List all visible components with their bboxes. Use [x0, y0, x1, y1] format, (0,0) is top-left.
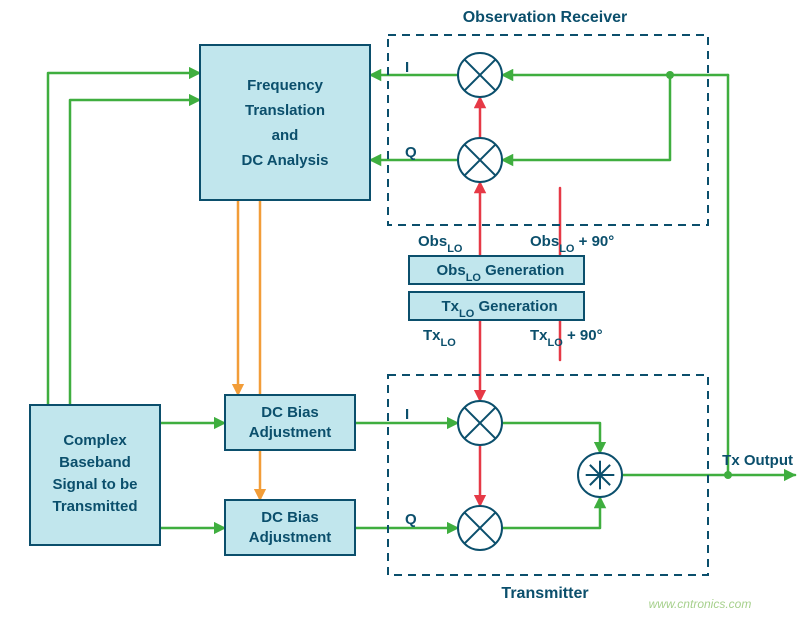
txlo-label: TxLO — [423, 327, 456, 349]
dcq-l1: DC Bias — [261, 509, 319, 526]
tx-output-label: Tx Output — [722, 452, 793, 469]
box-source — [30, 405, 160, 545]
tx-title: Transmitter — [501, 585, 588, 602]
src-l2: Baseband — [59, 454, 131, 471]
freq-l1: Frequency — [247, 77, 324, 94]
watermark: www.cntronics.com — [649, 597, 752, 611]
freq-l2: Translation — [245, 102, 325, 119]
src-l4: Transmitted — [52, 498, 137, 515]
dashed-obs_rx — [388, 35, 708, 225]
tx-q-label: Q — [405, 511, 417, 528]
g-feedback-q — [502, 75, 670, 160]
obs-i-label: I — [405, 59, 409, 76]
obslo90-label: ObsLO + 90° — [530, 233, 614, 255]
dot-obsfeed — [666, 71, 674, 79]
g-mixq-add — [502, 497, 600, 528]
src-l1: Complex — [63, 432, 127, 449]
freq-l3: and — [272, 127, 299, 144]
src-l3: Signal to be — [52, 476, 137, 493]
dci-l1: DC Bias — [261, 404, 319, 421]
freq-l4: DC Analysis — [242, 152, 329, 169]
tx-i-label: I — [405, 406, 409, 423]
obslo-label: ObsLO — [418, 233, 463, 255]
obs-title: Observation Receiver — [463, 9, 628, 26]
g-src-freq-2 — [70, 100, 200, 405]
box-freq — [200, 45, 370, 200]
dcq-l2: Adjustment — [249, 529, 332, 546]
txlo90-label: TxLO + 90° — [530, 327, 603, 349]
dot-txout — [724, 471, 732, 479]
diagram: Complex Baseband Signal to be Transmitted Fr… — [0, 0, 800, 625]
g-mixi-add — [502, 423, 600, 453]
dci-l2: Adjustment — [249, 424, 332, 441]
obs-q-label: Q — [405, 144, 417, 161]
